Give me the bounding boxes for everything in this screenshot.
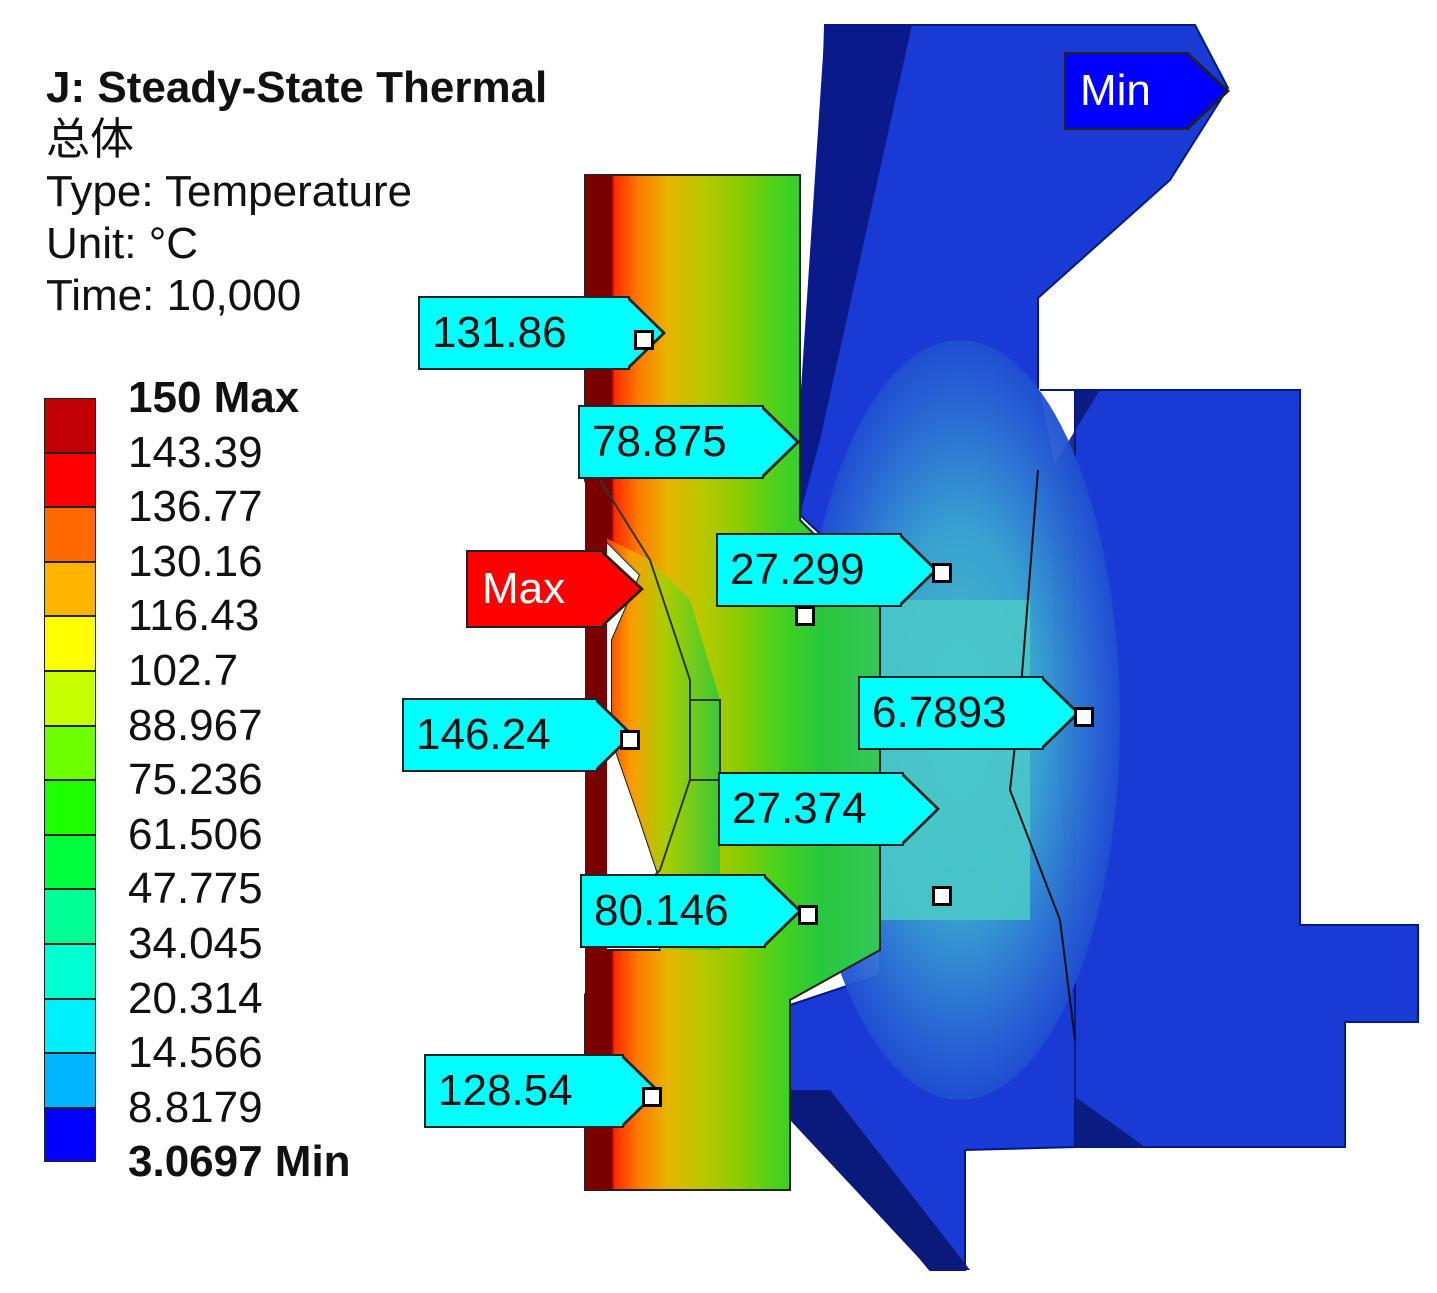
max-tag: Max [466,550,644,628]
hot-core [600,535,720,950]
probe-78-875: 78.875 [578,405,800,479]
legend-swatch [44,944,96,999]
legend-swatch [44,507,96,562]
scope-label: 总体 [46,115,134,164]
probe-128-54: 128.54 [424,1054,660,1128]
legend-swatch [44,725,96,781]
probe-6-7893-marker [1074,707,1094,727]
legend-level-label: 3.0697 Min [128,1137,351,1187]
probe-146-24-marker [620,730,640,750]
legend-swatch [44,561,96,617]
probe-27-299: 27.299 [716,533,938,607]
legend-swatch [44,780,96,835]
probe-6-7893: 6.7893 [858,676,1080,750]
legend-level-label: 130.16 [128,536,263,586]
legend-level-label: 61.506 [128,809,263,859]
result-header: J: Steady-State Thermal 总体 Type: Tempera… [46,62,547,322]
time-label: Time: 10,000 [46,271,302,320]
legend-swatch [44,998,96,1054]
legend-swatch-min [44,1107,96,1163]
legend-swatch [44,452,96,508]
analysis-title: J: Steady-State Thermal [46,63,548,112]
probe-78-875-marker [795,606,815,626]
legend-swatch [44,616,96,671]
legend-level-label: 88.967 [128,700,263,750]
insulation-dark-strip [795,25,912,515]
probe-131-86: 131.86 [418,296,666,370]
legend-level-label: 8.8179 [128,1082,263,1132]
probe-27-374: 27.374 [718,772,940,846]
legend-swatch [44,834,96,890]
insulation-bottom-strip [790,1090,970,1270]
legend-level-label: 136.77 [128,482,263,532]
legend-swatch [44,889,96,944]
probe-80-146: 80.146 [580,874,802,948]
legend-level-label: 116.43 [128,591,260,641]
legend-level-label: 150 Max [128,373,300,422]
probe-128-54-marker [642,1087,662,1107]
probe-131-86-marker [634,330,654,350]
legend-swatch [44,398,96,453]
legend-level-label: 102.7 [128,646,239,695]
unit-label: Unit: °C [46,219,199,268]
joint-line [599,479,691,881]
legend-level-label: 34.045 [128,919,263,968]
result-type-label: Type: Temperature [46,167,413,216]
legend-level-label: 47.775 [128,864,263,914]
legend-level-label: 143.39 [128,427,263,477]
legend-swatch [44,1053,96,1108]
cool-zone [880,600,1030,920]
legend-swatch [44,671,96,726]
min-tag: Min [1064,52,1230,130]
right-boundary [1008,469,1076,1041]
legend-level-label: 14.566 [128,1028,263,1078]
probe-27-374-marker [932,886,952,906]
probe-80-146-marker [798,905,818,925]
legend-level-label: 20.314 [128,973,263,1023]
probe-146-24: 146.24 [402,698,634,772]
probe-27-299-marker [932,563,952,583]
legend-level-label: 75.236 [128,755,263,805]
fastener-outline [690,699,721,781]
